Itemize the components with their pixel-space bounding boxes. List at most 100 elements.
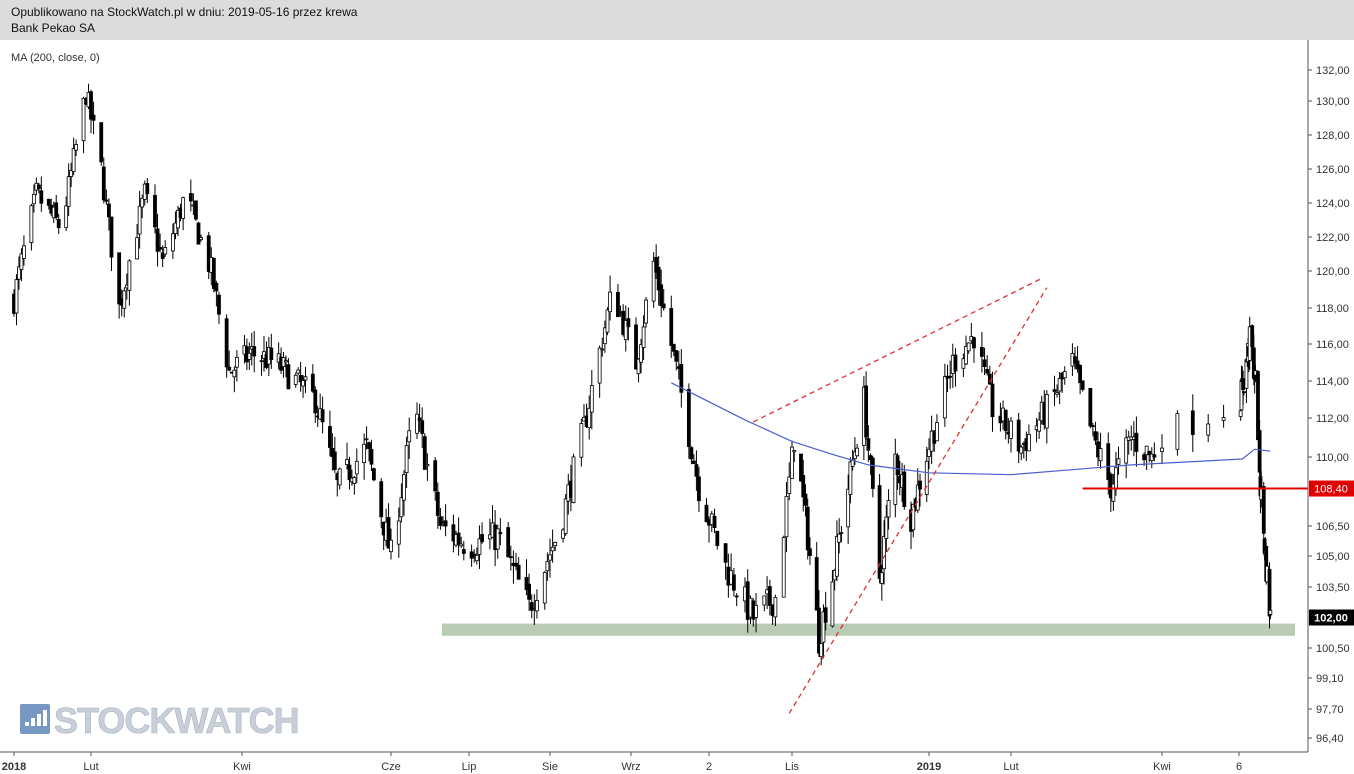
- candle: [443, 504, 448, 537]
- candle: [767, 579, 772, 616]
- candle-body: [985, 368, 990, 374]
- candle: [451, 514, 456, 553]
- candle: [372, 467, 376, 482]
- candle: [396, 507, 401, 558]
- candle-body: [805, 506, 810, 551]
- candle-body: [435, 491, 440, 516]
- candle: [506, 522, 511, 558]
- candle: [140, 194, 145, 219]
- candle-body: [1098, 448, 1103, 462]
- candle-body: [217, 294, 221, 315]
- candle: [196, 221, 201, 245]
- candle-body: [252, 346, 257, 357]
- candle-body: [1019, 446, 1024, 454]
- candle-body: [91, 114, 96, 121]
- x-tick-label: Kwi: [1153, 761, 1171, 773]
- candle-body: [623, 320, 628, 341]
- candle: [623, 305, 628, 352]
- candle-body: [659, 284, 664, 306]
- candle-body: [1142, 454, 1146, 461]
- candle-body: [310, 373, 315, 392]
- dashed-trendline: [788, 287, 1048, 714]
- candle: [553, 541, 558, 551]
- candle: [19, 248, 24, 282]
- y-tick-label: 97,70: [1316, 704, 1344, 716]
- last-price-label: 102,00: [1314, 613, 1348, 625]
- candle: [1078, 364, 1083, 395]
- candle-body: [227, 366, 232, 371]
- candle: [694, 450, 699, 491]
- candle: [799, 453, 803, 482]
- candle-body: [762, 595, 767, 606]
- candle: [425, 453, 430, 481]
- candle-body: [181, 197, 186, 219]
- candle-body: [1134, 432, 1139, 452]
- candle-body: [563, 498, 568, 534]
- x-tick-label: 6: [1236, 761, 1242, 773]
- candle: [548, 538, 552, 578]
- candle-body: [535, 600, 539, 612]
- candle-body: [882, 536, 886, 570]
- last-price-box: [1309, 609, 1354, 626]
- candle: [953, 348, 958, 387]
- candle-body: [17, 266, 21, 280]
- candle-body: [71, 148, 76, 172]
- candle-body: [732, 574, 736, 591]
- candle-body: [140, 197, 145, 208]
- candle-body: [641, 326, 646, 348]
- candle-body: [754, 605, 758, 618]
- candle: [389, 528, 393, 560]
- candle: [514, 552, 518, 571]
- candle-body: [589, 385, 594, 413]
- candle-body: [966, 342, 971, 352]
- candle-body: [298, 375, 303, 383]
- candle-body: [792, 450, 797, 453]
- candle-body: [1078, 365, 1083, 384]
- candle-body: [194, 200, 198, 220]
- candle: [1242, 391, 1246, 396]
- candle: [911, 503, 916, 538]
- candle-body: [895, 455, 900, 476]
- candle: [89, 89, 93, 134]
- candle-body: [837, 533, 842, 543]
- candle: [754, 593, 758, 633]
- chart-header: Opublikowano na StockWatch.pl w dniu: 20…: [0, 0, 1354, 40]
- candle: [661, 289, 666, 311]
- candle-body: [553, 541, 558, 547]
- candle: [527, 573, 531, 611]
- candle: [656, 256, 661, 306]
- candle: [651, 252, 656, 308]
- candle: [495, 524, 500, 559]
- candle: [498, 518, 503, 546]
- candle: [36, 182, 41, 194]
- candle-body: [902, 471, 907, 507]
- published-info: Opublikowano na StockWatch.pl w dniu: 20…: [11, 5, 358, 19]
- candle: [199, 234, 203, 242]
- candle-body: [66, 176, 71, 207]
- y-tick-label: 124,00: [1316, 198, 1350, 210]
- candle: [284, 355, 288, 378]
- candle: [158, 233, 163, 253]
- candle: [762, 595, 767, 612]
- candle-body: [639, 344, 643, 363]
- candle-body: [506, 527, 511, 558]
- candle-body: [1003, 409, 1008, 432]
- candle-body: [160, 252, 165, 259]
- watermark-logo-bar: [25, 722, 29, 726]
- candle-body: [692, 460, 696, 464]
- y-tick-label: 132,00: [1316, 65, 1350, 77]
- candle: [641, 315, 646, 361]
- candle: [830, 570, 835, 628]
- candle: [634, 317, 638, 370]
- candle-body: [790, 446, 794, 479]
- candle: [194, 200, 198, 222]
- candle: [879, 564, 884, 601]
- candle: [320, 396, 325, 434]
- candle: [732, 568, 736, 597]
- candle-body: [600, 348, 605, 351]
- candle-body: [1088, 387, 1093, 427]
- ma-line-layer: [671, 382, 1271, 476]
- candle: [805, 498, 810, 560]
- candle: [14, 274, 19, 326]
